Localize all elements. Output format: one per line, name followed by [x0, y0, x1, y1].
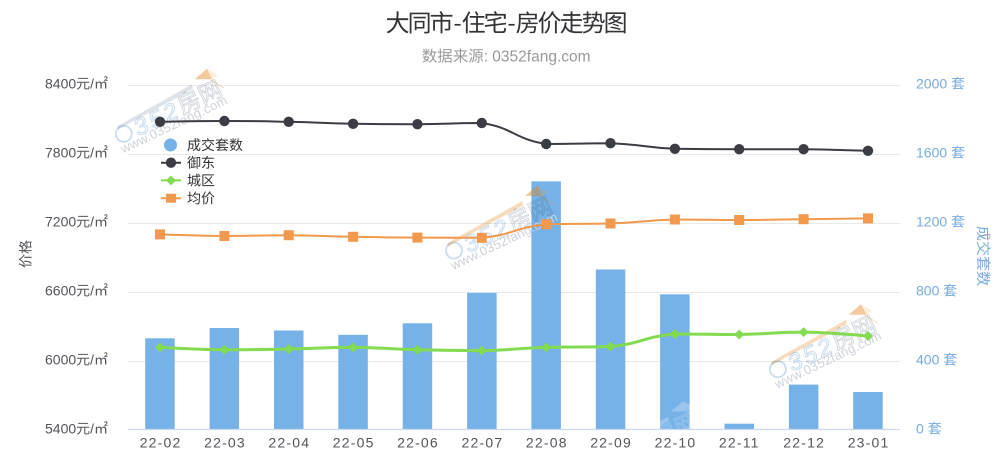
svg-text:/: / — [90, 214, 94, 230]
svg-text:5400: 5400 — [45, 421, 76, 437]
svg-text:22-04: 22-04 — [268, 435, 310, 451]
svg-text:22-11: 22-11 — [719, 435, 760, 451]
svg-text:/: / — [90, 421, 94, 437]
svg-text:6600: 6600 — [45, 283, 76, 299]
svg-text:22-05: 22-05 — [333, 435, 375, 451]
svg-text:22-08: 22-08 — [526, 435, 568, 451]
svg-text:400: 400 — [916, 352, 940, 368]
svg-text:7200: 7200 — [45, 214, 76, 230]
svg-text:22-02: 22-02 — [140, 435, 182, 451]
svg-text:6000: 6000 — [45, 352, 76, 368]
svg-text:8400: 8400 — [45, 76, 76, 92]
svg-text:0: 0 — [916, 421, 924, 437]
svg-text:22-07: 22-07 — [462, 435, 504, 451]
svg-text:800: 800 — [916, 283, 940, 299]
svg-text:1600: 1600 — [916, 145, 947, 161]
svg-text:22-09: 22-09 — [590, 435, 632, 451]
svg-text:/: / — [90, 145, 94, 161]
svg-text:7800: 7800 — [45, 145, 76, 161]
svg-text:2000: 2000 — [916, 76, 947, 92]
svg-text:22-12: 22-12 — [783, 435, 825, 451]
svg-text:/: / — [90, 352, 94, 368]
svg-text:/: / — [90, 76, 94, 92]
svg-text:/: / — [90, 283, 94, 299]
svg-text:22-03: 22-03 — [204, 435, 246, 451]
svg-text:1200: 1200 — [916, 214, 947, 230]
svg-text:23-01: 23-01 — [848, 435, 890, 451]
svg-text:22-10: 22-10 — [655, 435, 697, 451]
svg-text:22-06: 22-06 — [397, 435, 439, 451]
svg-text:: 0352fang.com: : 0352fang.com — [484, 49, 591, 66]
